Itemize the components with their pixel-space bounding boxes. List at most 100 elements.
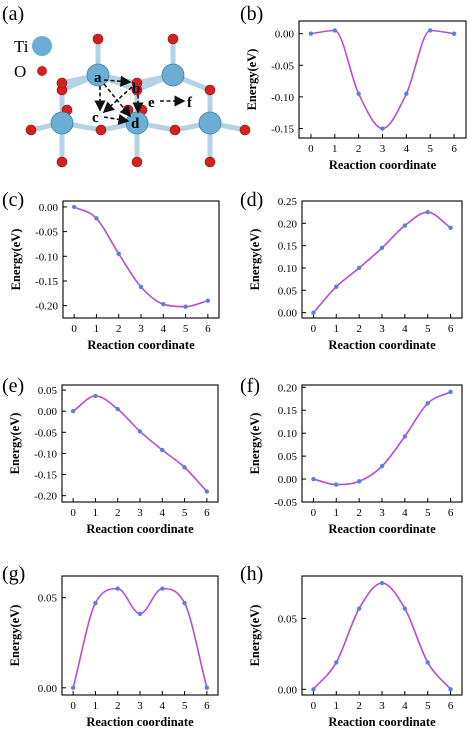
y-tick-label: -0.05 <box>34 427 57 439</box>
y-tick-label: -0.05 <box>35 227 58 239</box>
x-tick-label: 5 <box>425 700 431 712</box>
x-tick-label: 6 <box>204 700 210 712</box>
data-point <box>356 91 361 96</box>
y-tick-label: -0.20 <box>35 301 58 313</box>
x-tick-label: 5 <box>427 143 433 155</box>
y-tick-label: 0.10 <box>278 428 298 440</box>
site-label-a: a <box>94 70 102 86</box>
x-tick-label: 2 <box>116 323 122 335</box>
data-point <box>94 216 99 221</box>
data-point <box>402 434 408 439</box>
x-tick-label: 0 <box>70 507 76 519</box>
oxygen-atom <box>25 124 37 136</box>
site-label-f: f <box>187 95 193 111</box>
x-tick-label: 4 <box>402 507 408 519</box>
x-axis-title: Reaction coordinate <box>87 338 195 352</box>
y-tick-label: -0.05 <box>271 60 294 72</box>
x-tick-label: 5 <box>425 323 431 335</box>
x-tick-label: 6 <box>448 507 454 519</box>
panel-letter-b: (b) <box>240 3 263 25</box>
y-axis-title: Energy(eV) <box>8 605 22 667</box>
x-tick-label: 2 <box>356 700 362 712</box>
data-point <box>402 223 408 228</box>
y-tick-label: -0.15 <box>34 470 57 482</box>
oxygen-atom <box>204 84 216 96</box>
data-point <box>115 586 120 591</box>
data-point <box>308 31 314 36</box>
y-tick-label: -0.10 <box>271 92 294 104</box>
legend-o-sphere <box>37 66 47 76</box>
panel-letter-c: (c) <box>2 189 24 211</box>
chart-panel-h: (h) 0 1 2 3 4 5 6 0.05 0.00 Reaction coordinate Ene… <box>240 563 463 729</box>
data-point <box>425 660 430 665</box>
x-tick-label: 6 <box>205 323 211 335</box>
y-tick-label: -0.10 <box>34 448 57 460</box>
y-tick-label: -0.20 <box>34 491 57 503</box>
data-point <box>137 429 143 434</box>
x-tick-label: 5 <box>183 323 189 335</box>
oxygen-atom <box>92 33 104 45</box>
data-point <box>379 464 385 469</box>
data-point <box>356 606 362 611</box>
x-axis-title: Reaction coordinate <box>328 522 436 536</box>
x-tick-label: 5 <box>425 507 431 519</box>
data-point <box>380 126 385 131</box>
oxygen-atom <box>131 77 143 89</box>
y-tick-label: -0.05 <box>274 497 297 509</box>
y-axis-title: Energy(eV) <box>9 229 23 291</box>
x-tick-label: 3 <box>380 143 386 155</box>
data-point <box>138 284 144 290</box>
chart-panel-g: (g) 0 1 2 3 4 5 6 0.05 0.00 Reaction coordinate Ene… <box>2 563 219 729</box>
data-point <box>182 600 187 606</box>
x-tick-label: 1 <box>93 507 99 519</box>
data-point <box>425 209 430 215</box>
panel-letter-g: (g) <box>2 563 25 585</box>
data-point <box>334 284 339 289</box>
x-tick-label: 5 <box>182 507 188 519</box>
chart-panel-c: (c) 0 1 2 3 4 5 6 0.00 -0.05 -0.10 -0.15 -0.20 Reacti… <box>2 189 220 352</box>
titanium-atom <box>161 63 185 87</box>
data-point <box>379 580 385 586</box>
y-tick-label: 0.05 <box>38 593 58 605</box>
data-point <box>160 447 165 453</box>
legend-ti: Ti <box>14 36 52 56</box>
panel-letter-h: (h) <box>240 563 263 585</box>
y-tick-label: 0.15 <box>278 241 298 253</box>
x-tick-label: 4 <box>402 323 408 335</box>
legend-o-label: O <box>14 62 26 81</box>
data-point <box>115 406 120 412</box>
x-tick-label: 6 <box>451 143 457 155</box>
data-point <box>205 298 211 303</box>
y-tick-label: -0.10 <box>35 251 58 263</box>
data-point <box>183 304 188 309</box>
y-tick-label: 0.00 <box>38 683 58 695</box>
y-tick-label: 0.05 <box>38 385 58 397</box>
x-tick-label: 0 <box>311 700 317 712</box>
oxygen-atom <box>239 124 251 136</box>
x-tick-label: 3 <box>138 323 144 335</box>
y-tick-label: 0.00 <box>278 474 298 486</box>
data-point <box>428 28 433 33</box>
oxygen-atom <box>56 77 68 89</box>
y-tick-label: 0.00 <box>39 202 59 214</box>
y-axis-title: Energy(eV) <box>248 605 262 667</box>
data-point <box>93 600 98 606</box>
x-axis-title: Reaction coordinate <box>86 715 194 729</box>
x-tick-label: 4 <box>161 323 167 335</box>
chart-panel-e: (e) 0 1 2 3 4 5 6 0.05 0.00 -0.05 -0.10 -0.15 -0.20 Re… <box>2 375 219 536</box>
site-label-b: b <box>132 81 140 97</box>
x-tick-label: 0 <box>311 507 317 519</box>
data-point <box>451 31 457 36</box>
data-point <box>334 660 339 665</box>
data-point <box>448 389 453 395</box>
structure-panel: (a) Ti O a b c d e f <box>2 3 251 168</box>
x-tick-label: 2 <box>115 507 121 519</box>
y-tick-label: -0.15 <box>271 124 294 136</box>
oxygen-atom <box>167 33 179 45</box>
data-point <box>356 265 362 271</box>
y-axis-title: Energy(eV) <box>8 413 22 475</box>
x-tick-label: 3 <box>379 700 385 712</box>
site-labels: a b c d e f <box>92 70 193 132</box>
data-point <box>379 245 385 251</box>
y-tick-label: 0.00 <box>278 308 298 320</box>
